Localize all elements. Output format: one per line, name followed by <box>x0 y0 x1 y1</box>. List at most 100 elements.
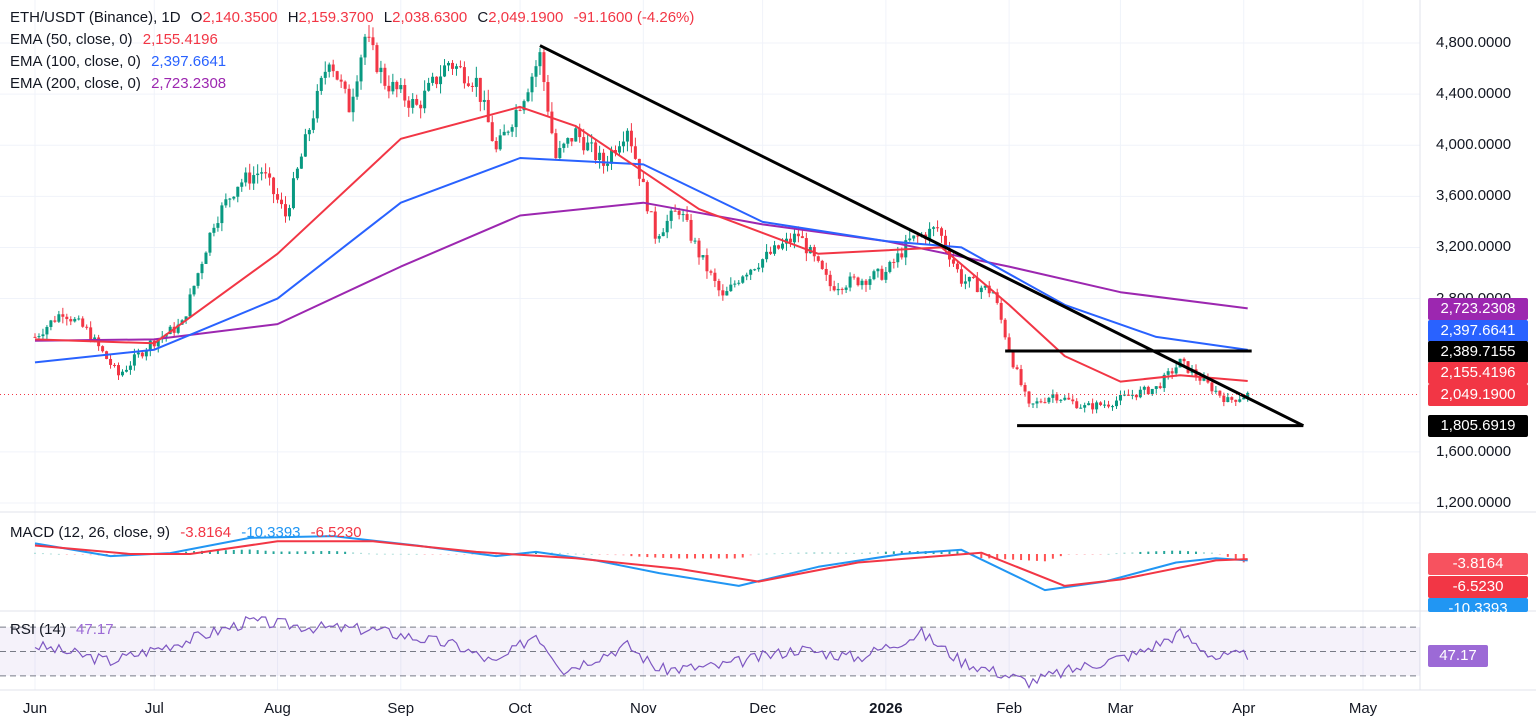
candle-body <box>1206 377 1210 383</box>
symbol-title: ETH/USDT (Binance), 1D <box>10 9 181 26</box>
grid-lines <box>0 0 1536 691</box>
candle-body <box>466 83 470 86</box>
macd-histogram-bar <box>399 553 402 555</box>
macd-histogram-bar <box>996 554 999 559</box>
candle-body <box>896 253 900 263</box>
candle-body <box>1003 319 1007 338</box>
candle-body <box>566 138 570 144</box>
rsi-band <box>0 626 1420 677</box>
symbol-legend: ETH/USDT (Binance), 1D O2,140.3500 H2,15… <box>10 8 700 28</box>
candle-body <box>546 82 550 112</box>
candle-body <box>848 276 852 288</box>
candle-body <box>1087 403 1091 406</box>
macd-histogram-bar <box>57 553 60 555</box>
macd-histogram-bar <box>1051 554 1054 559</box>
price-tick-label: 4,800.0000 <box>1436 34 1512 51</box>
macd-label: MACD (12, 26, close, 9) <box>10 524 171 541</box>
macd-histogram-bar <box>845 552 848 554</box>
macd-histogram-bar <box>678 554 681 559</box>
candle-body <box>192 285 196 295</box>
low-label: L <box>383 9 393 26</box>
candle-body <box>447 62 451 66</box>
candle-body <box>1214 390 1218 392</box>
macd-histogram-bar <box>900 550 903 554</box>
candle-body <box>1170 371 1174 374</box>
candle-body <box>872 271 876 280</box>
ema200-price-tag: 2,723.2308 <box>1428 298 1528 320</box>
candle-body <box>661 232 665 237</box>
candle-body <box>303 134 307 157</box>
candle-body <box>840 288 844 290</box>
candle-body <box>204 252 208 264</box>
macd-histogram-bar <box>725 554 728 559</box>
candle-body <box>478 77 482 102</box>
candle-body <box>1150 388 1154 395</box>
macd-histogram-bar <box>598 554 601 555</box>
candle-body <box>77 318 81 320</box>
macd-histogram-bar <box>582 553 585 555</box>
candle-body <box>598 152 602 161</box>
change-value: -91.1600 (-4.26%) <box>573 9 695 26</box>
candle-body <box>629 130 633 147</box>
macd-histogram-bar <box>558 552 561 554</box>
candle-body <box>617 146 621 153</box>
macd-line-value: -10.3393 <box>241 524 301 541</box>
macd-histogram-bar <box>407 553 410 555</box>
rsi-value-tag: 47.17 <box>1428 645 1488 667</box>
candle-body <box>311 118 315 130</box>
macd-histogram-bar <box>1187 551 1190 554</box>
candle-body <box>852 276 856 278</box>
macd-histogram-bar <box>1123 552 1126 554</box>
macd-histogram-bar <box>1210 552 1213 554</box>
macd-histogram-bar <box>1242 554 1245 563</box>
macd-histogram-bar <box>757 553 760 555</box>
candle-body <box>315 90 319 119</box>
candle-body <box>594 142 598 161</box>
candle-body <box>391 81 395 92</box>
candle-body <box>200 263 204 274</box>
candle-body <box>85 326 89 328</box>
candle-body <box>1059 399 1063 401</box>
candle-body <box>439 76 443 85</box>
macd-histogram-bar <box>328 550 331 554</box>
macd-histogram-bar <box>1171 550 1174 554</box>
macd-histogram-bar <box>884 551 887 554</box>
ema200-line <box>34 201 1248 342</box>
macd-histogram-bar <box>574 553 577 555</box>
candle-body <box>1095 402 1099 410</box>
macd-signal-tag-text: -6.5230 <box>1452 578 1504 595</box>
macd-histogram-bar <box>694 554 697 559</box>
ema50-tag-text: 2,155.4196 <box>1440 364 1516 381</box>
time-tick-label: Jun <box>22 700 48 717</box>
macd-pane <box>34 535 1248 592</box>
macd-histogram-bar <box>670 554 673 559</box>
candle-body <box>359 57 363 82</box>
candle-body <box>474 77 478 87</box>
candle-body <box>657 236 661 239</box>
candle-body <box>558 147 562 159</box>
candle-body <box>1023 385 1027 392</box>
candle-body <box>725 291 729 296</box>
candle-body <box>538 52 542 67</box>
macd-histogram-bar <box>1035 554 1038 561</box>
candle-body <box>113 364 117 366</box>
ema100-legend: EMA (100, close, 0) 2,397.6641 <box>10 52 232 72</box>
candle-body <box>1015 367 1019 370</box>
time-tick-label: Sep <box>387 700 415 717</box>
ema200-label: EMA (200, close, 0) <box>10 75 141 92</box>
candle-body <box>69 319 73 322</box>
candle-body <box>713 272 717 281</box>
macd-histogram-bar <box>765 553 768 555</box>
candle-body <box>1198 376 1202 381</box>
candle-body <box>780 243 784 249</box>
candle-body <box>367 36 371 38</box>
candle-body <box>387 85 391 92</box>
candle-body <box>65 316 69 320</box>
candle-body <box>769 251 773 254</box>
price-tick-label: 1,200.0000 <box>1436 494 1512 511</box>
ema50-line <box>34 105 1248 383</box>
candle-body <box>820 260 824 269</box>
candle-body <box>697 240 701 258</box>
candle-body <box>494 141 498 150</box>
candle-body <box>53 320 57 322</box>
